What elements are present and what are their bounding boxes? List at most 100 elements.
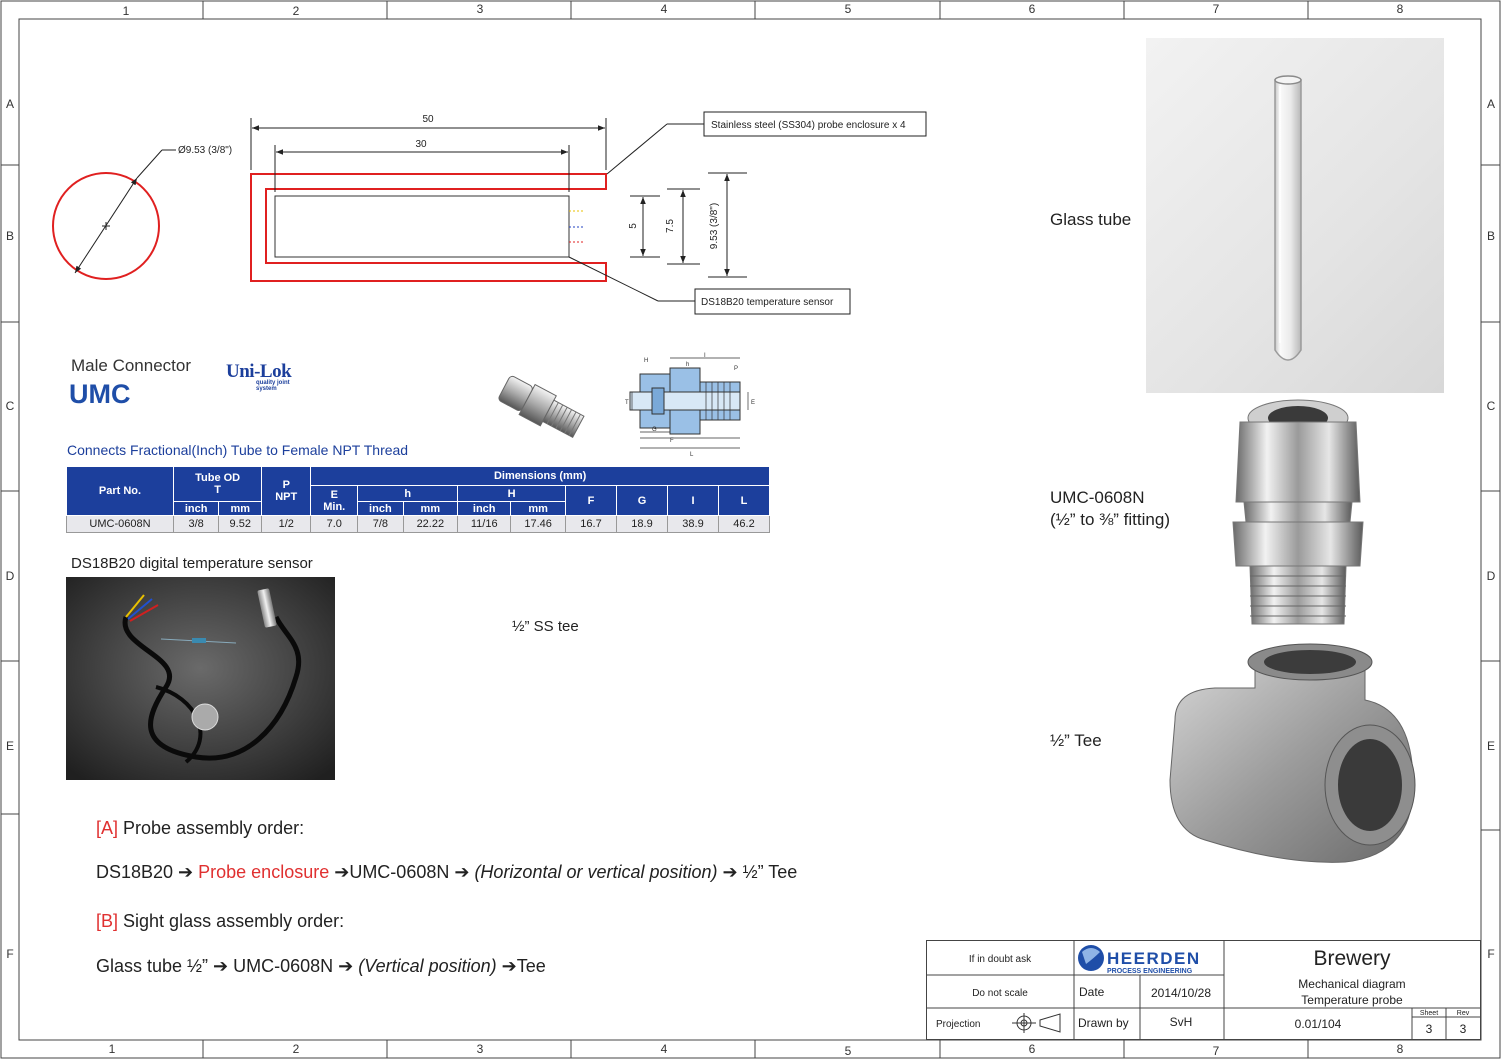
diagram-letter: I	[704, 353, 706, 359]
glass-tube-label: Glass tube	[1050, 210, 1132, 229]
connector-dimension-table: Part No. Tube OD T P NPT Dimensions (mm) E…	[66, 466, 770, 533]
brand-tagline: quality joint system	[256, 380, 290, 392]
table-cell: 18.9	[616, 515, 668, 533]
tb-title: Brewery	[1313, 947, 1391, 970]
table-cell: 11/16	[457, 515, 512, 533]
th-unit: inch	[172, 501, 220, 516]
row-label-left: F	[6, 947, 13, 961]
tb-drawn: SvH	[1170, 1015, 1193, 1029]
diagram-letter: L	[690, 452, 694, 458]
diagram-letter: h	[686, 362, 689, 368]
assembly-b-sequence: Glass tube ½” ➔ UMC-0608N ➔ (Vertical po…	[96, 956, 546, 976]
table-cell: 17.46	[510, 515, 566, 533]
dimension-diameter: Ø9.53 (3/8")	[178, 145, 232, 156]
dimension-50: 50	[422, 114, 434, 125]
brand-logo: Uni-Lok quality joint system	[226, 361, 306, 392]
row-label-right: C	[1487, 399, 1496, 413]
tb-sub2: Temperature probe	[1301, 993, 1403, 1007]
probe-enclosure-outline	[250, 173, 607, 282]
tb-date: 2014/10/28	[1151, 986, 1211, 1000]
th-h-small: h	[357, 485, 459, 502]
connector-photo	[498, 375, 585, 439]
tb-date-label: Date	[1079, 985, 1105, 999]
th-e-min: E Min.	[310, 485, 359, 516]
diagram-letter: G	[652, 427, 657, 433]
col-label-bottom: 1	[109, 1042, 116, 1056]
logo-subtitle: PROCESS ENGINEERING	[1107, 968, 1193, 975]
col-label-bottom: 7	[1213, 1044, 1220, 1058]
dimension-30: 30	[415, 139, 427, 150]
callout-sensor-box	[694, 288, 851, 315]
tee-photo	[1165, 640, 1425, 870]
table-cell: 3/8	[172, 515, 220, 533]
col-label-bottom: 6	[1029, 1042, 1036, 1056]
th-unit: inch	[457, 501, 512, 516]
row-label-right: B	[1487, 229, 1495, 243]
row-label-left: D	[6, 569, 15, 583]
tee-label: ½” Tee	[1050, 731, 1102, 750]
assembly-b-tag: [B]	[96, 911, 119, 931]
col-label-top: 1	[123, 4, 130, 18]
brand-name: Uni-Lok	[226, 361, 292, 382]
glass-tube-photo	[1146, 38, 1444, 393]
col-label-bottom: 8	[1397, 1042, 1404, 1056]
umc-fitting-photo	[1228, 398, 1368, 630]
callout-sensor-text: DS18B20 temperature sensor	[701, 297, 834, 308]
row-label-right: A	[1487, 97, 1495, 111]
table-cell: 22.22	[402, 515, 459, 533]
assembly-b-title: [B] Sight glass assembly order:	[96, 911, 345, 931]
table-cell: UMC-0608N	[66, 515, 174, 533]
col-label-bottom: 4	[661, 1042, 668, 1056]
sensor-photo	[66, 577, 335, 780]
diagram-letter: T	[625, 400, 629, 406]
row-label-right: E	[1487, 739, 1495, 753]
row-label-left: B	[6, 229, 14, 243]
col-label-bottom: 2	[293, 1042, 300, 1056]
th-part-no: Part No.	[66, 466, 174, 516]
umc-label-line2: (½” to ⅜” fitting)	[1050, 510, 1170, 529]
projection-symbol	[1012, 1013, 1061, 1033]
th-p-npt: P NPT	[261, 466, 312, 516]
th-l: L	[718, 485, 770, 516]
col-label-top: 3	[477, 2, 484, 16]
heerden-logo: HEERDEN PROCESS ENGINEERING	[1078, 945, 1201, 975]
th-unit: mm	[218, 501, 263, 516]
table-cell: 1/2	[261, 515, 312, 533]
col-label-bottom: 5	[845, 1044, 852, 1058]
th-unit: mm	[510, 501, 566, 516]
th-unit: mm	[402, 501, 459, 516]
row-label-left: C	[6, 399, 15, 413]
col-label-bottom: 3	[477, 1042, 484, 1056]
diagram-letter: H	[644, 358, 648, 364]
assembly-a-title: [A] Probe assembly order:	[96, 818, 305, 838]
th-dimensions: Dimensions (mm)	[310, 466, 770, 486]
probe-technical-drawing: Ø9.53 (3/8") 50 30 5 7.5 9.53 (3/8") Sta…	[52, 111, 927, 315]
table-cell: 46.2	[718, 515, 770, 533]
col-label-top: 8	[1397, 2, 1404, 16]
assembly-a-tag: [A]	[96, 818, 119, 838]
tee-note: ½” SS tee	[512, 618, 579, 635]
col-label-top: 7	[1213, 2, 1220, 16]
th-f: F	[565, 485, 617, 516]
sensor-body	[274, 195, 570, 258]
tb-rev-label: Rev	[1457, 1010, 1470, 1017]
umc-label-line1: UMC-0608N	[1050, 488, 1145, 507]
connector-model: UMC	[69, 379, 131, 409]
connector-section-diagram: H h I P T E G F L	[625, 353, 755, 458]
table-cell: 7.0	[310, 515, 359, 533]
col-label-top: 2	[293, 4, 300, 18]
connector-title: Male Connector	[71, 356, 192, 375]
tb-drawn-label: Drawn by	[1078, 1016, 1129, 1030]
tb-sheet-label: Sheet	[1420, 1010, 1438, 1017]
th-g: G	[616, 485, 668, 516]
tb-rev: 3	[1460, 1022, 1467, 1036]
tb-number: 0.01/104	[1295, 1017, 1342, 1031]
connector-subtitle: Connects Fractional(Inch) Tube to Female…	[67, 442, 409, 458]
logo-name: HEERDEN	[1107, 949, 1201, 968]
tb-no-scale: Do not scale	[972, 988, 1028, 999]
dimension-9-53: 9.53 (3/8")	[709, 203, 720, 249]
row-label-left: E	[6, 739, 14, 753]
diagram-letter: F	[670, 438, 674, 444]
callout-enclosure-box	[703, 111, 927, 137]
